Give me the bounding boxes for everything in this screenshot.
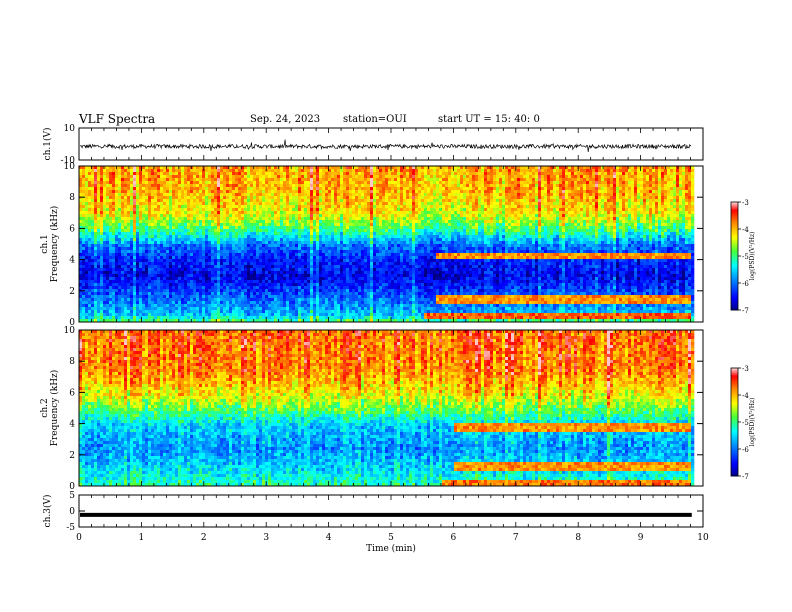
x-axis-label: Time (min)	[366, 543, 416, 554]
ch2-spectrogram-image	[79, 330, 695, 487]
ch2-spectrogram-ytick-label: 10	[64, 326, 76, 336]
ch3-waveform-ytick-label: -5	[66, 523, 75, 533]
colorbar-tick-label: -5	[742, 419, 749, 427]
ch1-spectrogram-ytick-label: 10	[64, 162, 76, 172]
time-tick-label: 3	[263, 533, 269, 543]
ch1-spectrogram-ytick-label: 4	[69, 256, 75, 266]
time-tick-label: 10	[697, 533, 709, 543]
time-tick-label: 5	[388, 533, 394, 543]
ch1-spectrogram-ylabel: ch.1 Frequency (kHz)	[40, 206, 60, 283]
time-tick-label: 7	[513, 533, 519, 543]
ch3-waveform-ylabel-line: ch.3(V)	[42, 495, 53, 528]
ch1-spectrogram-image	[79, 166, 695, 323]
colorbar-label: log(PSD)(V²/Hz)	[749, 398, 756, 447]
ch1-spectrogram-ylabel-line: ch.1	[40, 234, 50, 253]
ch3-waveform-ytick-label: 5	[69, 491, 75, 501]
time-tick-label: 8	[575, 533, 581, 543]
colorbar-tick-label: -7	[742, 307, 749, 315]
ch2-spectrogram-ytick-label: 4	[69, 420, 75, 430]
ch3-waveform-ylabel: ch.3(V)	[42, 495, 53, 528]
colorbar-label-text: log(PSD)(V²/Hz)	[749, 398, 756, 447]
colorbar-label: log(PSD)(V²/Hz)	[749, 232, 756, 281]
ch2-spectrogram-ylabel-line: Frequency (kHz)	[49, 370, 60, 447]
ch1-waveform-ytick-label: 10	[64, 124, 76, 134]
ch2-spectrogram-ylabel-line: ch.2	[40, 398, 50, 417]
ch1-spectrogram-ytick-label: 2	[69, 287, 75, 297]
time-tick-label: 2	[201, 533, 207, 543]
time-tick-label: 4	[326, 533, 332, 543]
ch1-waveform-ylabel-line: ch.1(V)	[42, 128, 53, 161]
ch2-spectrogram-ytick-label: 2	[69, 451, 75, 461]
ch1-spectrogram-ytick-label: 6	[69, 224, 75, 234]
ch1-spectrogram-ylabel-line: Frequency (kHz)	[49, 206, 60, 283]
ch2-spectrogram-ytick-label: 8	[69, 357, 75, 367]
ch1-waveform-line	[79, 139, 692, 153]
ch2-spectrogram-ylabel: ch.2 Frequency (kHz)	[40, 370, 60, 447]
ch3-waveform-ytick-label: 0	[69, 507, 75, 517]
ch1-waveform-ylabel: ch.1(V)	[42, 128, 53, 161]
ch1-spectrogram-ytick-label: 8	[69, 193, 75, 203]
time-tick-label: 6	[451, 533, 457, 543]
colorbar-label-text: log(PSD)(V²/Hz)	[749, 232, 756, 281]
colorbar-tick-label: -5	[742, 253, 749, 261]
time-tick-label: 9	[638, 533, 644, 543]
time-tick-label: 0	[76, 533, 82, 543]
time-tick-label: 1	[139, 533, 145, 543]
colorbar-tick-label: -3	[742, 365, 749, 373]
colorbar-tick-label: -7	[742, 473, 749, 481]
colorbar-tick-label: -3	[742, 199, 749, 207]
ch2-spectrogram-ytick-label: 6	[69, 388, 75, 398]
